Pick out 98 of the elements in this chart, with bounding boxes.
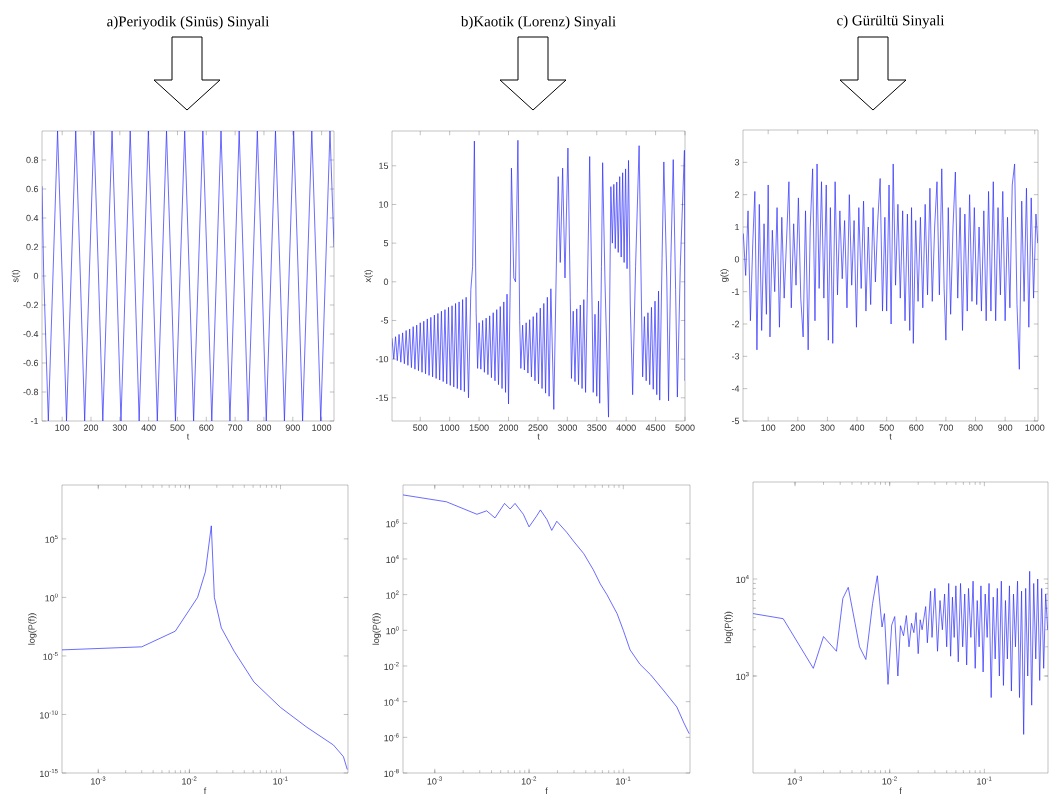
y-tick-label: 10$^{-4}$ <box>384 697 399 706</box>
x-tick-label: 10$^{-2}$ <box>882 776 897 785</box>
x-tick-label: 1500 <box>469 424 489 431</box>
x-tick-label: 2500 <box>528 424 548 431</box>
x-axis-title: f <box>545 787 548 794</box>
x-tick-label: 4500 <box>645 424 666 431</box>
y-tick-label: 0.6 <box>26 185 39 193</box>
x-tick-label: 500 <box>413 424 428 431</box>
y-tick-label: -3 <box>731 353 740 360</box>
chart-title: a)Periyodik (Sinüs) Sinyali <box>107 15 270 30</box>
line-series <box>42 131 334 421</box>
y-tick-label: -15 <box>375 394 389 401</box>
x-tick-label: 10$^{-2}$ <box>521 776 537 785</box>
y-tick-label: 0.8 <box>26 156 39 164</box>
x-tick-label: 300 <box>112 424 127 431</box>
x-tick-label: 200 <box>790 424 805 431</box>
y-tick-label: 10$^{-8}$ <box>384 768 399 778</box>
x-tick-label: 10$^{-1}$ <box>273 776 288 785</box>
x-tick-label: 900 <box>998 424 1013 431</box>
chart-title: c) Gürültü Sinyali <box>837 14 945 29</box>
y-tick-label: 15 <box>379 162 389 169</box>
y-axis-title: s(t) <box>11 270 21 283</box>
x-tick-label: 10$^{-3}$ <box>91 776 106 785</box>
x-axis-title: t <box>186 433 190 440</box>
x-tick-label: 10$^{-1}$ <box>616 776 631 785</box>
x-tick-label: 800 <box>256 424 272 431</box>
x-axis-title: t <box>537 433 540 440</box>
y-tick-label: 10$^{-6}$ <box>384 733 399 742</box>
y-tick-label: -0.4 <box>23 330 39 338</box>
y-tick-label: 10$^{-5}$ <box>43 651 58 660</box>
y-tick-label: 2 <box>734 191 740 198</box>
y-tick-label: 3 <box>734 159 740 166</box>
x-axis-title: t <box>889 433 892 440</box>
x-tick-label: 400 <box>141 424 156 431</box>
x-tick-label: 10$^{-3}$ <box>787 776 803 785</box>
x-tick-label: 500 <box>170 424 185 431</box>
y-axis-title: log(P(f)) <box>724 611 733 644</box>
y-tick-label: 10$^{4}$ <box>386 554 399 563</box>
x-tick-label: 700 <box>938 424 954 431</box>
y-tick-label: -0.2 <box>23 301 39 309</box>
x-tick-label: 600 <box>909 424 924 431</box>
x-tick-label: 3500 <box>587 424 607 431</box>
x-tick-label: 4000 <box>616 424 636 431</box>
x-tick-label: 500 <box>879 424 894 431</box>
y-tick-label: 1 <box>735 223 740 231</box>
y-tick-label: 10$^{3}$ <box>736 671 749 681</box>
y-tick-label: 5 <box>383 240 389 247</box>
y-tick-label: 0.4 <box>26 214 39 222</box>
line-series <box>743 163 1039 370</box>
x-tick-label: 300 <box>820 424 835 431</box>
x-tick-label: 100 <box>761 424 776 431</box>
y-tick-label: 10$^{0}$ <box>386 626 399 635</box>
y-tick-label: -1 <box>731 288 740 295</box>
y-axis-title: x(t) <box>364 270 373 283</box>
x-tick-label: 600 <box>199 424 214 431</box>
y-tick-label: -5 <box>380 317 389 324</box>
x-tick-label: 700 <box>228 424 243 431</box>
y-tick-label: -4 <box>731 385 740 392</box>
y-tick-label: -5 <box>731 417 740 425</box>
x-tick-label: 5000 <box>675 424 695 431</box>
x-axis-title: f <box>899 787 902 794</box>
chart-title: b)Kaotik (Lorenz) Sinyali <box>460 15 616 30</box>
y-axis-title: g(t) <box>720 269 729 282</box>
y-tick-label: 10$^{6}$ <box>386 519 399 528</box>
y-tick-label: -1 <box>30 417 39 425</box>
x-tick-label: 200 <box>83 424 99 431</box>
x-tick-label: 900 <box>285 424 300 431</box>
y-tick-label: 10$^{5}$ <box>45 534 58 543</box>
y-tick-label: 10$^{-15}$ <box>40 769 58 778</box>
y-tick-label: 10$^{-2}$ <box>384 661 399 671</box>
x-tick-label: 1000 <box>312 424 332 431</box>
y-tick-label: 10$^{4}$ <box>736 575 749 584</box>
y-tick-label: -0.6 <box>23 359 39 367</box>
x-tick-label: 3000 <box>557 424 577 431</box>
x-tick-label: 10$^{-1}$ <box>977 776 992 785</box>
y-tick-label: 0 <box>33 272 39 280</box>
x-tick-label: 1000 <box>1025 424 1045 431</box>
x-tick-label: 2000 <box>498 424 519 431</box>
y-tick-label: 0 <box>383 278 389 285</box>
x-tick-label: 100 <box>55 424 70 431</box>
y-axis-title: log(P(f)) <box>28 613 37 645</box>
x-tick-label: 400 <box>849 424 865 431</box>
x-tick-label: 10$^{-3}$ <box>427 776 442 785</box>
y-tick-label: 10$^{0}$ <box>45 593 58 602</box>
x-tick-label: 800 <box>968 424 983 431</box>
y-tick-label: 10$^{2}$ <box>386 590 399 599</box>
y-axis-title: log(P(f)) <box>372 613 381 645</box>
y-tick-label: 10$^{-10}$ <box>40 710 58 719</box>
y-tick-label: -10 <box>375 355 389 363</box>
x-tick-label: 10$^{-2}$ <box>182 776 197 785</box>
x-tick-label: 1000 <box>440 424 460 431</box>
y-tick-label: -0.8 <box>23 388 39 396</box>
x-axis-title: f <box>203 787 207 794</box>
y-tick-label: 0.2 <box>26 243 39 251</box>
y-tick-label: 0 <box>734 256 740 263</box>
y-tick-label: -2 <box>731 320 740 328</box>
line-series <box>392 139 686 418</box>
y-tick-label: 10 <box>379 201 389 208</box>
